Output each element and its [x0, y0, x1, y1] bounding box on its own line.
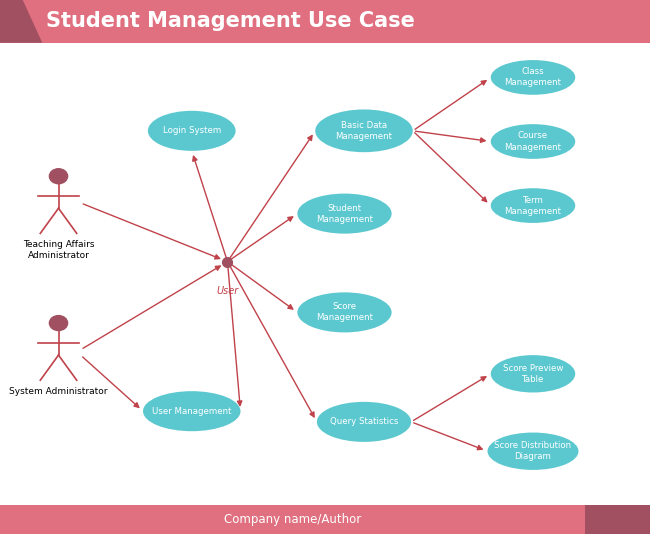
Ellipse shape	[491, 60, 575, 95]
Ellipse shape	[491, 124, 575, 159]
Text: Score Distribution
Diagram: Score Distribution Diagram	[495, 441, 571, 461]
Bar	[0, 0, 650, 43]
Text: Student Management Use Case: Student Management Use Case	[46, 11, 415, 32]
Text: System Administrator: System Administrator	[9, 387, 108, 396]
Ellipse shape	[317, 402, 411, 442]
Text: Teaching Affairs
Administrator: Teaching Affairs Administrator	[23, 240, 94, 260]
Text: Query Statistics: Query Statistics	[330, 418, 398, 426]
Ellipse shape	[298, 194, 391, 234]
Ellipse shape	[148, 111, 235, 151]
Ellipse shape	[488, 433, 578, 470]
Text: Score Preview
Table: Score Preview Table	[503, 364, 563, 384]
Bar	[0, 505, 585, 534]
Text: Course
Management: Course Management	[504, 131, 562, 152]
Ellipse shape	[143, 391, 240, 431]
Text: Score
Management: Score Management	[316, 302, 373, 323]
Text: Company name/Author: Company name/Author	[224, 513, 361, 526]
Ellipse shape	[298, 293, 391, 332]
Ellipse shape	[491, 355, 575, 392]
Text: User Management: User Management	[152, 407, 231, 415]
Text: Term
Management: Term Management	[504, 195, 562, 216]
Circle shape	[49, 169, 68, 184]
Polygon shape	[0, 0, 42, 43]
Text: Basic Data
Management: Basic Data Management	[335, 121, 393, 141]
Text: Class
Management: Class Management	[504, 67, 562, 88]
Bar	[585, 505, 650, 534]
Text: User: User	[216, 286, 239, 296]
Circle shape	[49, 316, 68, 331]
Ellipse shape	[491, 189, 575, 223]
Text: Student
Management: Student Management	[316, 203, 373, 224]
Ellipse shape	[315, 109, 413, 152]
Text: Login System: Login System	[162, 127, 221, 135]
